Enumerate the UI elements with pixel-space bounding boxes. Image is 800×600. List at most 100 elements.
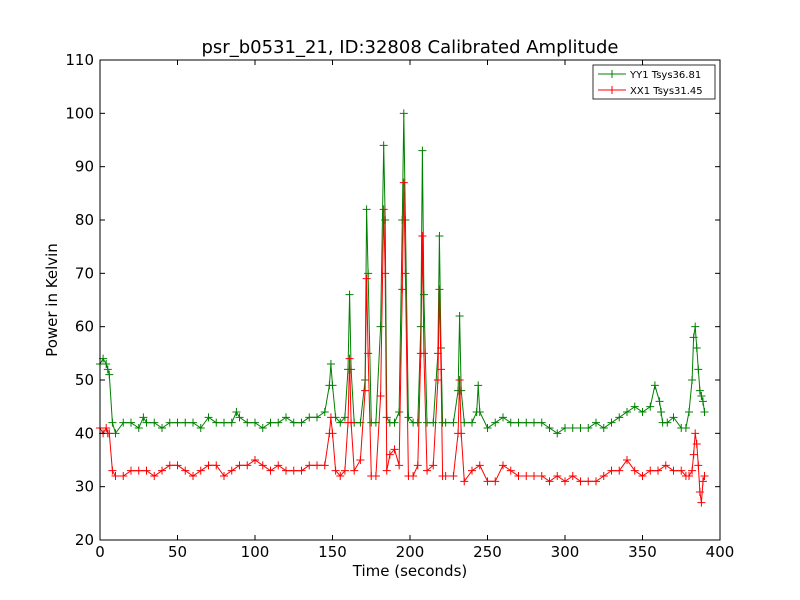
- data-point-yy1: [404, 413, 413, 422]
- data-point-yy1: [663, 418, 672, 427]
- data-point-xx1: [514, 472, 523, 480]
- data-point-xx1: [390, 445, 399, 454]
- data-point-xx1: [243, 461, 252, 470]
- data-point-yy1: [158, 424, 166, 432]
- data-point-xx1: [419, 349, 428, 358]
- legend-entry-yy1: YY1 Tsys36.81: [598, 70, 701, 81]
- data-point-xx1: [483, 477, 492, 486]
- data-point-xx1: [661, 461, 670, 470]
- data-point-xx1: [697, 498, 706, 507]
- x-tick-label: 200: [396, 543, 425, 561]
- data-point-yy1: [119, 418, 128, 427]
- data-point-xx1: [468, 466, 476, 475]
- data-point-yy1: [390, 418, 399, 427]
- data-point-yy1: [514, 418, 523, 427]
- data-point-yy1: [457, 386, 466, 395]
- data-point-yy1: [638, 408, 647, 416]
- data-point-yy1: [362, 205, 371, 214]
- data-point-yy1: [545, 424, 554, 432]
- data-point-yy1: [173, 418, 182, 427]
- data-point-yy1: [401, 216, 410, 224]
- data-point-yy1: [345, 290, 354, 299]
- y-tick-label: 60: [75, 318, 94, 336]
- data-point-yy1: [381, 216, 390, 224]
- data-point-yy1: [695, 386, 704, 395]
- data-point-yy1: [196, 424, 205, 432]
- y-tick-label: 100: [65, 104, 94, 122]
- data-point-xx1: [381, 269, 390, 278]
- data-point-xx1: [691, 429, 700, 438]
- data-point-yy1: [694, 365, 703, 374]
- data-point-xx1: [700, 472, 709, 480]
- data-point-yy1: [691, 322, 700, 331]
- data-point-yy1: [655, 397, 664, 406]
- data-point-yy1: [599, 424, 608, 432]
- x-tick-label: 300: [551, 543, 580, 561]
- data-point-xx1: [331, 466, 340, 475]
- data-point-yy1: [127, 418, 135, 427]
- data-point-xx1: [108, 466, 117, 475]
- data-point-xx1: [695, 488, 704, 496]
- data-point-yy1: [568, 424, 577, 432]
- data-point-xx1: [689, 450, 698, 459]
- data-point-xx1: [258, 461, 267, 470]
- data-point-yy1: [681, 424, 690, 432]
- data-point-xx1: [385, 450, 394, 459]
- data-point-xx1: [688, 466, 697, 475]
- data-point-yy1: [320, 408, 329, 416]
- x-tick-label: 250: [473, 543, 502, 561]
- legend-marker-xx1: [608, 86, 616, 94]
- data-point-xx1: [362, 274, 371, 283]
- data-point-yy1: [692, 344, 701, 352]
- data-point-xx1: [698, 477, 707, 486]
- data-point-xx1: [694, 461, 703, 470]
- data-point-yy1: [688, 376, 697, 384]
- data-point-xx1: [320, 461, 329, 470]
- data-point-yy1: [258, 424, 267, 432]
- data-point-yy1: [102, 360, 111, 368]
- data-point-xx1: [227, 466, 236, 475]
- data-point-xx1: [409, 472, 418, 480]
- data-point-xx1: [189, 472, 197, 480]
- data-point-yy1: [537, 418, 546, 427]
- data-point-xx1: [413, 461, 422, 470]
- data-point-xx1: [289, 466, 298, 475]
- data-point-xx1: [274, 461, 283, 470]
- data-point-xx1: [158, 466, 166, 475]
- data-point-yy1: [142, 418, 151, 427]
- data-point-xx1: [336, 472, 345, 480]
- data-point-xx1: [423, 466, 432, 475]
- data-point-yy1: [165, 418, 174, 427]
- data-point-xx1: [313, 461, 321, 470]
- data-point-xx1: [347, 418, 356, 427]
- data-point-yy1: [189, 418, 197, 427]
- data-point-xx1: [282, 466, 290, 475]
- data-point-yy1: [468, 418, 476, 427]
- data-point-yy1: [282, 413, 290, 422]
- y-tick-label: 40: [75, 424, 94, 442]
- data-point-yy1: [305, 413, 314, 422]
- data-point-yy1: [474, 381, 483, 390]
- data-point-yy1: [340, 413, 349, 422]
- y-tick-label: 30: [75, 478, 94, 496]
- data-point-xx1: [455, 376, 464, 384]
- data-point-yy1: [235, 413, 244, 422]
- data-point-xx1: [127, 466, 135, 475]
- data-point-xx1: [530, 472, 538, 480]
- data-point-yy1: [418, 146, 427, 155]
- data-point-yy1: [475, 408, 484, 416]
- series-layer: [96, 109, 709, 507]
- data-point-yy1: [449, 418, 458, 427]
- x-tick-label: 350: [628, 543, 657, 561]
- data-point-yy1: [364, 269, 373, 278]
- data-point-yy1: [441, 418, 450, 427]
- data-point-xx1: [379, 205, 388, 214]
- data-point-xx1: [204, 461, 213, 470]
- data-point-xx1: [395, 461, 404, 470]
- data-point-xx1: [364, 349, 373, 358]
- legend-label-yy1: YY1 Tsys36.81: [629, 70, 701, 81]
- data-point-yy1: [243, 418, 252, 427]
- data-point-xx1: [111, 472, 120, 480]
- chart-title: psr_b0531_21, ID:32808 Calibrated Amplit…: [202, 37, 619, 58]
- data-point-xx1: [173, 461, 182, 470]
